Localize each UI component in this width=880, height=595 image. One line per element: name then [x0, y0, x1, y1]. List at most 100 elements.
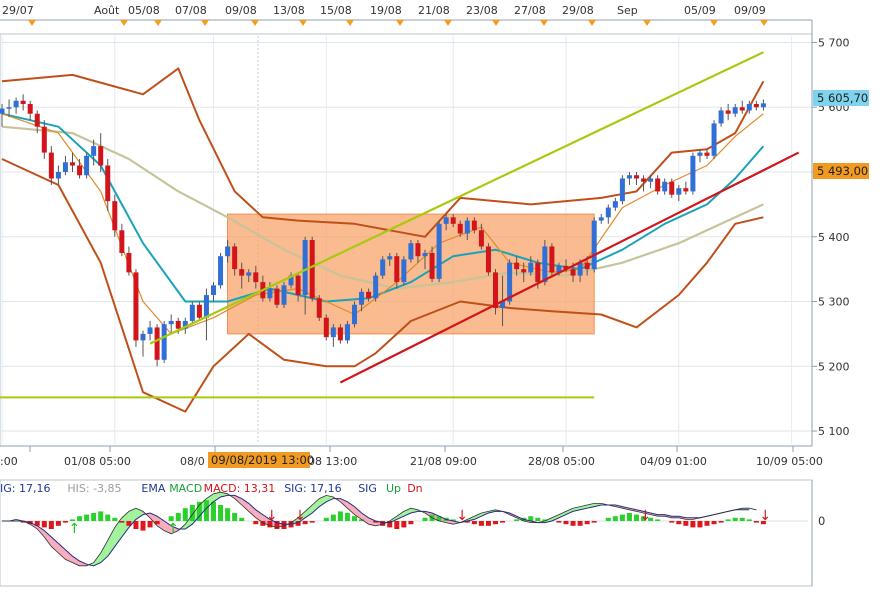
- bear-candle: [196, 304, 202, 318]
- bull-candle: [732, 107, 738, 114]
- macd-hist-bar-down: [500, 521, 506, 523]
- macd-hist-bar-down: [48, 521, 54, 529]
- macd-hist-bar-down: [387, 521, 393, 528]
- macd-hist-bar-down: [584, 521, 590, 525]
- top-date-label: 21/08: [418, 4, 450, 17]
- macd-hist-bar-down: [718, 521, 724, 523]
- bear-candle: [753, 104, 759, 108]
- macd-hist-bar-down: [309, 521, 315, 523]
- macd-hist-bar-down: [683, 521, 689, 526]
- time-tick-label: 08 13:00: [308, 455, 357, 468]
- macd-hist-bar-up: [422, 517, 428, 521]
- bull-candle: [84, 155, 90, 176]
- top-date-marker: [251, 20, 259, 26]
- macd-hist-bar-down: [295, 521, 301, 526]
- top-date-marker: [492, 20, 500, 26]
- macd-hist-bar-down: [140, 521, 146, 531]
- top-date-strip: [0, 0, 812, 20]
- bull-candle: [619, 178, 625, 202]
- macd-hist-bar-down: [34, 521, 40, 526]
- bear-candle: [239, 269, 245, 276]
- macd-cloud-segment: [474, 513, 482, 520]
- bear-candle: [570, 269, 576, 276]
- bull-candle: [0, 108, 5, 114]
- macd-hist-bar-down: [253, 521, 259, 525]
- macd-cloud-segment: [157, 516, 165, 531]
- macd-hist-bar-down: [556, 521, 562, 523]
- macd-hist-bar-down: [401, 521, 407, 528]
- bear-candle: [669, 181, 675, 195]
- macd-hist-bar-up: [168, 516, 174, 521]
- macd-cloud-segment: [368, 517, 376, 526]
- top-date-label: 27/08: [514, 4, 546, 17]
- top-date-label: 29/07: [2, 4, 34, 17]
- macd-cloud-segment: [248, 503, 256, 518]
- bear-candle: [450, 217, 456, 224]
- bear-candle: [295, 275, 301, 296]
- macd-cloud-segment: [171, 525, 179, 534]
- bull-candle: [760, 103, 766, 108]
- macd-cloud-segment: [164, 521, 172, 534]
- price-tick-label: 5 700: [818, 36, 850, 49]
- top-date-label: 13/08: [273, 4, 305, 17]
- macd-hist-bar-down: [260, 521, 266, 526]
- macd-cloud-segment: [213, 492, 221, 502]
- price-tick-label: 5 200: [818, 360, 850, 373]
- bear-candle: [683, 188, 689, 192]
- bull-candle: [676, 188, 682, 195]
- time-axis: :00 01/08 05:00 08/0 08 13:00 21/08 09:00 28/…: [0, 445, 823, 468]
- bull-candle: [577, 262, 583, 276]
- level-price-label: 5 493,00: [817, 164, 868, 178]
- bear-candle: [655, 178, 661, 192]
- bull-candle: [648, 178, 654, 182]
- macd-hist-bar-up: [105, 514, 111, 521]
- bear-candle: [535, 262, 541, 283]
- macd-hist-bar-up: [175, 513, 181, 521]
- bull-candle: [612, 201, 618, 208]
- macd-hist-bar-up: [655, 519, 661, 521]
- bear-candle: [641, 178, 647, 182]
- macd-hist-bar-up: [337, 511, 343, 521]
- macd-hist-bar-up: [352, 516, 357, 521]
- macd-zero-label: 0: [818, 514, 825, 528]
- bull-candle: [6, 107, 12, 109]
- macd-hist-bar-up: [732, 517, 738, 521]
- macd-hist-bar-up: [535, 517, 541, 521]
- bull-candle: [225, 246, 231, 257]
- time-tick-label: 04/09 01:00: [640, 455, 707, 468]
- macd-hist-bar-up: [619, 514, 625, 521]
- macd-hist-bar-down: [669, 521, 675, 523]
- bull-candle: [598, 217, 604, 221]
- macd-panel[interactable]: [0, 479, 813, 587]
- macd-cloud-segment: [100, 540, 108, 563]
- bear-candle: [457, 223, 463, 234]
- ema-mid-line: [1, 112, 765, 303]
- bull-candle: [147, 327, 153, 334]
- bear-candle: [253, 272, 259, 283]
- macd-hist-bar-up: [725, 519, 731, 521]
- macd-down-arrow: ↓: [759, 508, 771, 524]
- bull-candle: [140, 333, 146, 341]
- macd-hist-bar-up: [84, 514, 90, 521]
- macd-cloud-segment: [298, 511, 306, 523]
- trend-lines[interactable]: [0, 51, 800, 399]
- bear-candle: [34, 113, 40, 127]
- time-tick-label: 01/08 05:00: [64, 455, 131, 468]
- macd-hist-bar-up: [612, 516, 618, 521]
- top-date-label: 05/08: [128, 4, 160, 17]
- bull-candle: [605, 207, 611, 218]
- bull-candle: [55, 172, 61, 179]
- macd-hist-bar-down: [41, 521, 47, 528]
- macd-cloud-segment: [121, 511, 129, 537]
- top-date-marker: [201, 20, 209, 26]
- macd-cloud-segment: [396, 511, 404, 520]
- time-tick-label: 21/08 09:00: [410, 455, 477, 468]
- macd-hist-bar-down: [478, 521, 484, 526]
- macd-hist-bar-up: [323, 517, 329, 521]
- macd-hist-bar-up: [98, 511, 104, 521]
- top-date-label: Août: [94, 4, 120, 17]
- macd-legend-item: SIG: 17,16: [284, 482, 341, 495]
- macd-legend: IG: 17,16 HIS: -3,85 EMA MACD MACD: 13,31 SIG…: [0, 482, 423, 495]
- macd-hist-bar-down: [676, 521, 682, 525]
